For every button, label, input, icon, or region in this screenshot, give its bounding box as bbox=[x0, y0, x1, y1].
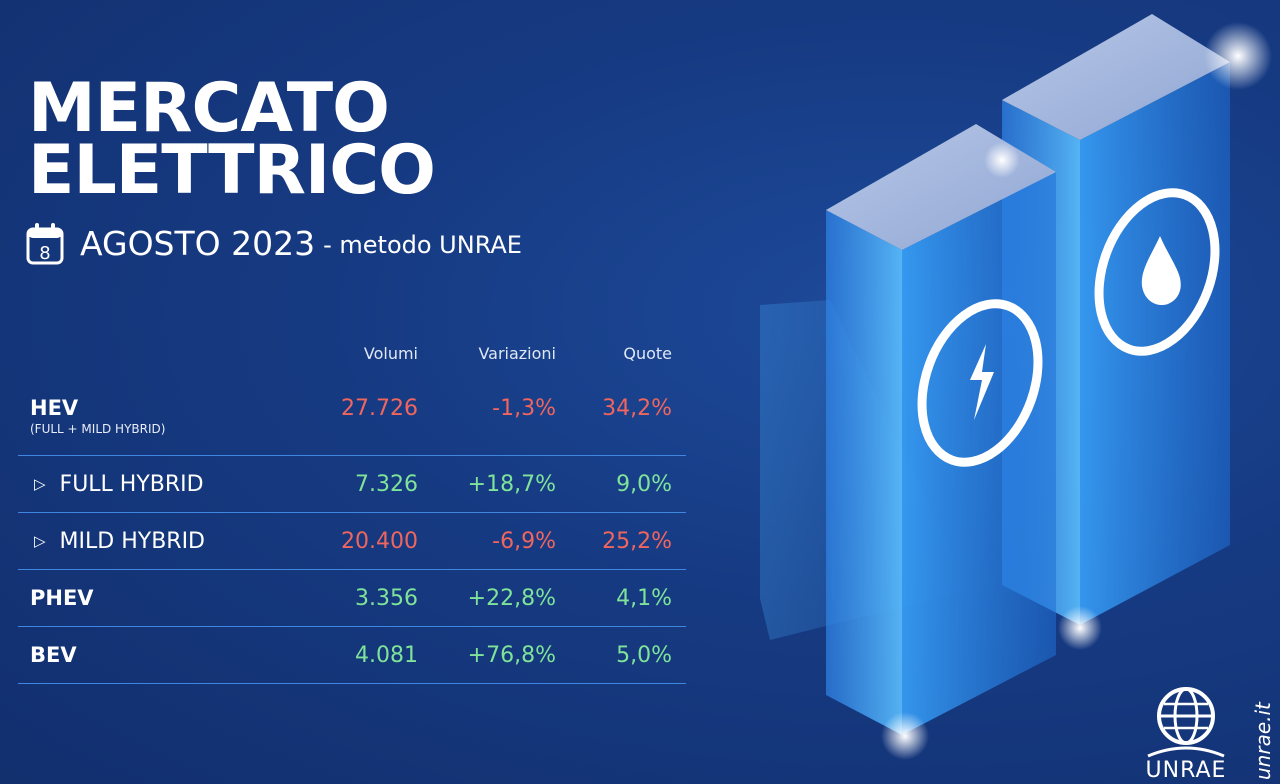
fuel-drop-icon bbox=[1141, 236, 1181, 306]
row-share: 34,2% bbox=[602, 396, 672, 421]
header-shares: Quote bbox=[623, 344, 672, 363]
electric-ring bbox=[917, 299, 1043, 467]
table-row: ▷ FULL HYBRID 7.326 +18,7% 9,0% bbox=[18, 456, 686, 513]
title-line-1: MERCATO bbox=[28, 69, 390, 148]
row-label: HEV (FULL + MILD HYBRID) bbox=[30, 396, 165, 436]
row-label-text: MILD HYBRID bbox=[59, 529, 205, 554]
glass-pillars-illustration bbox=[760, 14, 1272, 760]
electric-pillar-front bbox=[902, 172, 1056, 735]
triangle-right-icon: ▷ bbox=[34, 532, 46, 550]
row-volume: 20.400 bbox=[341, 529, 418, 554]
row-volume: 4.081 bbox=[355, 643, 418, 668]
row-sublabel: (FULL + MILD HYBRID) bbox=[30, 422, 166, 436]
subtitle: 8 AGOSTO 2023 - metodo UNRAE bbox=[26, 220, 522, 266]
table-header: Volumi Variazioni Quote bbox=[18, 338, 686, 378]
row-variation: -1,3% bbox=[492, 396, 556, 421]
calendar-day: 8 bbox=[39, 243, 50, 264]
table-row: BEV 4.081 +76,8% 5,0% bbox=[18, 627, 686, 684]
glow-highlight bbox=[1058, 606, 1102, 650]
electric-pillar-side bbox=[826, 210, 902, 735]
header-variations: Variazioni bbox=[478, 344, 556, 363]
row-share: 25,2% bbox=[602, 529, 672, 554]
row-share: 9,0% bbox=[616, 472, 672, 497]
lightning-bolt-icon bbox=[970, 344, 994, 420]
row-label-text: HEV bbox=[30, 396, 79, 420]
calendar-icon: 8 bbox=[26, 223, 64, 265]
title-line-2: ELETTRICO bbox=[28, 131, 436, 210]
fuel-pillar-front bbox=[1080, 62, 1230, 625]
fuel-pillar-top bbox=[1002, 14, 1230, 140]
electric-pillar bbox=[826, 124, 1056, 735]
row-volume: 7.326 bbox=[355, 472, 418, 497]
triangle-right-icon: ▷ bbox=[34, 475, 46, 493]
row-label-text: FULL HYBRID bbox=[59, 472, 204, 497]
glow-highlight bbox=[1204, 22, 1272, 90]
row-label: ▷ MILD HYBRID bbox=[30, 529, 205, 554]
row-share: 4,1% bbox=[616, 586, 672, 611]
subtitle-method: - metodo UNRAE bbox=[323, 231, 522, 259]
row-label: PHEV bbox=[30, 586, 94, 610]
row-variation: +18,7% bbox=[467, 472, 556, 497]
row-label: ▷ FULL HYBRID bbox=[30, 472, 204, 497]
row-variation: +22,8% bbox=[467, 586, 556, 611]
header-volumes: Volumi bbox=[363, 344, 418, 363]
subtitle-period: AGOSTO 2023 bbox=[80, 223, 316, 263]
glow-highlight bbox=[984, 142, 1020, 178]
row-volume: 3.356 bbox=[355, 586, 418, 611]
unrae-globe-logo: UNRAE bbox=[1146, 687, 1227, 782]
glow-highlight bbox=[881, 712, 929, 760]
site-text: unrae.it bbox=[1251, 701, 1275, 780]
table-row: ▷ MILD HYBRID 20.400 -6,9% 25,2% bbox=[18, 513, 686, 570]
row-label: BEV bbox=[30, 643, 77, 667]
row-variation: +76,8% bbox=[467, 643, 556, 668]
fuel-ring bbox=[1094, 188, 1220, 356]
table-row: HEV (FULL + MILD HYBRID) 27.726 -1,3% 34… bbox=[18, 378, 686, 456]
row-volume: 27.726 bbox=[341, 396, 418, 421]
page-title: MERCATO ELETTRICO bbox=[28, 69, 436, 210]
site-url: unrae.it bbox=[1251, 701, 1275, 780]
row-share: 5,0% bbox=[616, 643, 672, 668]
brand-name: UNRAE bbox=[1146, 758, 1227, 782]
row-variation: -6,9% bbox=[492, 529, 556, 554]
table-row: PHEV 3.356 +22,8% 4,1% bbox=[18, 570, 686, 627]
market-table: Volumi Variazioni Quote HEV (FULL + MILD… bbox=[18, 338, 686, 684]
